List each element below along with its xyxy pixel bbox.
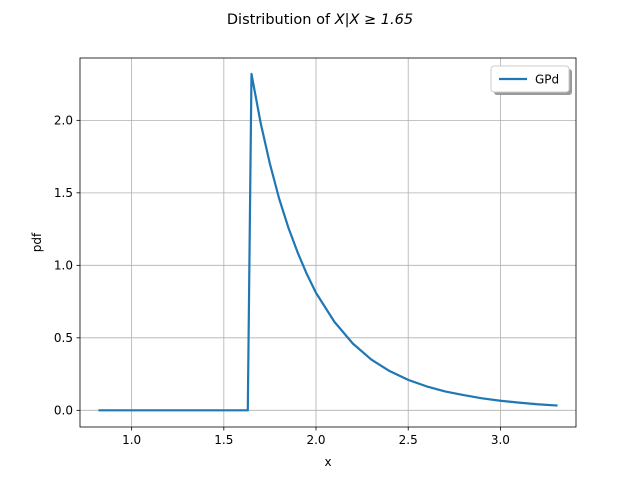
axis-ticks: 1.0 1.5 2.0 2.5 3.0 0.0 0.5 1.0 1.5 2.0 — [54, 114, 510, 447]
y-tick-label: 0.0 — [54, 404, 73, 418]
x-tick-label: 2.5 — [399, 433, 418, 447]
chart-title-main: Distribution of — [227, 12, 335, 28]
y-tick-label: 1.0 — [54, 259, 73, 273]
y-tick-label: 2.0 — [54, 114, 73, 128]
axes-frame — [79, 57, 577, 428]
grid-lines — [80, 58, 576, 427]
series-line-gpd — [98, 72, 558, 412]
y-tick-label: 0.5 — [54, 331, 73, 345]
chart-title-math: X|X ≥ 1.65 — [334, 12, 413, 28]
legend-box — [490, 65, 570, 93]
y-tick-label: 1.5 — [54, 186, 73, 200]
x-tick-label: 1.0 — [122, 433, 141, 447]
x-axis-label: x — [324, 455, 331, 469]
x-tick-label: 2.0 — [306, 433, 325, 447]
plot-lines — [98, 72, 558, 412]
legend-label: GPd — [535, 72, 559, 86]
legend: GPd — [490, 65, 572, 95]
x-tick-label: 1.5 — [214, 433, 233, 447]
x-tick-label: 3.0 — [491, 433, 510, 447]
chart-title: Distribution of X|X ≥ 1.65 — [227, 12, 413, 28]
y-axis-label: pdf — [30, 232, 44, 252]
